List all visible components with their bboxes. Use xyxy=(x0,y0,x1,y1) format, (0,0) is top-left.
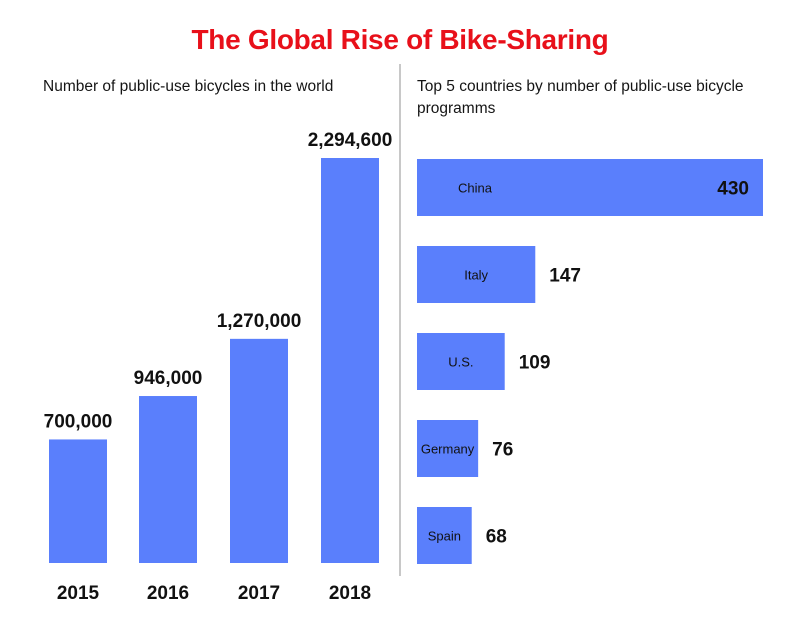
value-label-china: 430 xyxy=(717,179,749,200)
bar-spain xyxy=(417,507,472,564)
panel-divider xyxy=(399,64,401,576)
value-label-2015: 700,000 xyxy=(44,411,113,432)
bar-china xyxy=(417,159,763,216)
bar-us xyxy=(417,333,505,390)
value-label-2017: 1,270,000 xyxy=(217,311,302,332)
bar-2017 xyxy=(230,338,288,563)
bar-2016 xyxy=(139,396,197,563)
category-label-us: U.S. xyxy=(448,355,473,370)
x-tick-label-2017: 2017 xyxy=(238,583,280,604)
value-label-spain: 68 xyxy=(486,527,507,548)
value-label-germany: 76 xyxy=(492,440,513,461)
right-chart-subtitle: Top 5 countries by number of public-use … xyxy=(417,78,744,117)
category-label-italy: Italy xyxy=(464,268,488,283)
chart-title: The Global Rise of Bike-Sharing xyxy=(191,24,609,55)
bar-2018 xyxy=(321,158,379,563)
x-tick-label-2016: 2016 xyxy=(147,583,189,604)
value-label-2016: 946,000 xyxy=(134,368,203,389)
left-chart-subtitle: Number of public-use bicycles in the wor… xyxy=(43,78,334,95)
x-tick-label-2018: 2018 xyxy=(329,583,371,604)
vertical-bar-chart: 700,000 2015 946,000 2016 1,270,000 2017 2,294… xyxy=(44,130,393,604)
value-label-2018: 2,294,600 xyxy=(308,130,393,151)
bar-germany xyxy=(417,420,479,477)
category-label-germany: Germany xyxy=(421,442,475,457)
value-label-us: 109 xyxy=(519,353,551,374)
value-label-italy: 147 xyxy=(549,266,581,287)
horizontal-bar-chart: China 430 Italy 147 U.S. 109 Germany 76 Spain 68 xyxy=(417,159,763,564)
category-label-china: China xyxy=(458,181,493,196)
bar-italy xyxy=(417,246,536,303)
x-tick-label-2015: 2015 xyxy=(57,583,100,604)
category-label-spain: Spain xyxy=(428,529,461,544)
bar-2015 xyxy=(49,439,107,563)
